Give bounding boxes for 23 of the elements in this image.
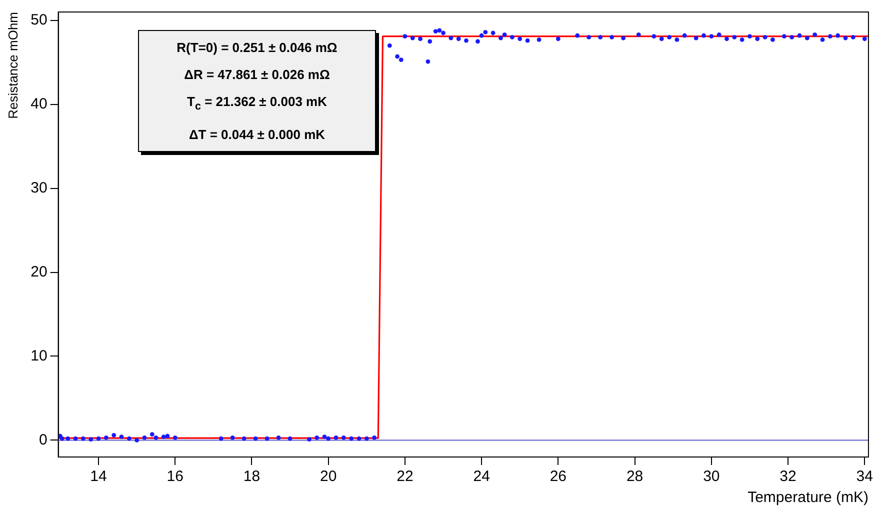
- x-axis-title: Temperature (mK): [748, 489, 868, 506]
- y-tick-label: 50: [30, 12, 48, 29]
- y-tick-label: 0: [38, 431, 48, 448]
- y-tick-label: 30: [30, 179, 48, 196]
- x-tick-label: 34: [856, 468, 873, 486]
- annotation: T$_{c}$ = 21.362 ± 0.003 mK: [186, 93, 328, 115]
- y-tick-label: 10: [30, 347, 48, 364]
- y-tick-label: 40: [30, 96, 48, 112]
- annotation: ΔT = 0.044 ± 0.000 mK: [188, 126, 326, 144]
- x-tick-label: 32: [780, 468, 796, 486]
- y-axis-title: Resistance mOhm: [5, 12, 20, 119]
- x-tick-label: 20: [320, 468, 337, 486]
- annotation: ΔR = 47.861 ± 0.026 mΩ: [183, 66, 331, 84]
- x-tick-label: 16: [166, 468, 184, 486]
- x-tick-label: 22: [396, 468, 414, 486]
- x-tick-label: 14: [90, 468, 107, 486]
- y-tick-label: 20: [30, 263, 48, 280]
- x-tick-label: 28: [626, 468, 644, 486]
- annotation: R(T=0) = 0.251 ± 0.046 mΩ: [176, 39, 338, 57]
- x-tick-label: 24: [473, 468, 490, 486]
- x-tick-label: 18: [243, 468, 260, 486]
- x-tick-label: 26: [550, 468, 567, 486]
- x-tick-label: 30: [703, 468, 720, 486]
